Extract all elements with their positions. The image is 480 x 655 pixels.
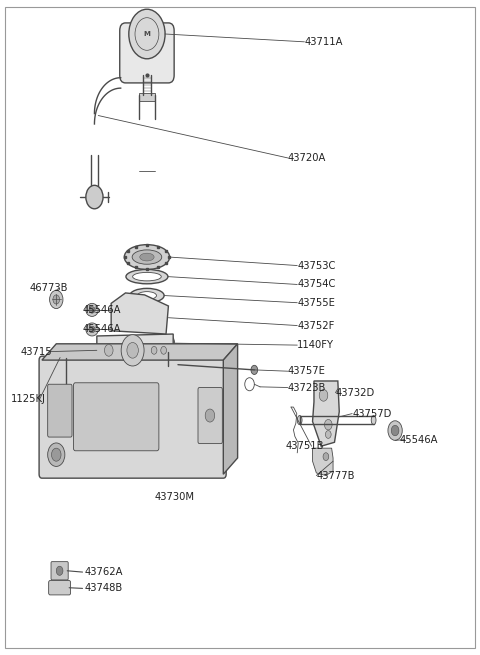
Text: 1140FY: 1140FY (297, 340, 334, 350)
Circle shape (51, 448, 61, 461)
Text: 43757E: 43757E (288, 366, 325, 376)
Circle shape (324, 419, 332, 430)
Text: 43755E: 43755E (297, 298, 335, 308)
Circle shape (121, 335, 144, 366)
Circle shape (105, 345, 113, 356)
Polygon shape (111, 293, 168, 334)
Text: 43777B: 43777B (316, 470, 355, 481)
Ellipse shape (371, 415, 376, 424)
Text: 43715: 43715 (21, 346, 52, 356)
Circle shape (162, 335, 175, 352)
Text: 43748B: 43748B (85, 584, 123, 593)
Circle shape (49, 290, 63, 309)
Text: 43720A: 43720A (288, 153, 326, 163)
Text: 45546A: 45546A (400, 435, 438, 445)
Text: 1125KJ: 1125KJ (11, 394, 46, 404)
Text: 43732D: 43732D (336, 388, 375, 398)
Circle shape (48, 443, 65, 466)
FancyBboxPatch shape (139, 94, 155, 101)
Text: 46773B: 46773B (30, 284, 69, 293)
Ellipse shape (86, 303, 98, 316)
Ellipse shape (140, 253, 154, 261)
FancyBboxPatch shape (73, 383, 159, 451)
Circle shape (56, 566, 63, 575)
Ellipse shape (126, 269, 168, 284)
Ellipse shape (89, 307, 95, 313)
Text: 45546A: 45546A (83, 305, 121, 315)
Text: M: M (144, 31, 150, 37)
Circle shape (53, 295, 60, 304)
Text: 43753C: 43753C (297, 261, 336, 271)
Text: 43730M: 43730M (154, 492, 194, 502)
Ellipse shape (137, 291, 156, 299)
Circle shape (388, 421, 402, 440)
Text: 43757D: 43757D (352, 409, 392, 419)
Circle shape (161, 346, 167, 354)
Text: 45546A: 45546A (83, 324, 121, 335)
Polygon shape (312, 448, 333, 476)
Ellipse shape (130, 288, 164, 303)
Text: 43723B: 43723B (288, 383, 326, 392)
Ellipse shape (128, 307, 142, 322)
Text: 43754C: 43754C (297, 280, 336, 290)
FancyBboxPatch shape (48, 580, 71, 595)
Polygon shape (97, 334, 173, 371)
Circle shape (127, 343, 138, 358)
Text: 43711A: 43711A (304, 37, 343, 47)
FancyBboxPatch shape (51, 561, 68, 580)
Circle shape (325, 430, 331, 438)
Ellipse shape (132, 272, 161, 281)
Circle shape (60, 350, 72, 365)
Circle shape (129, 9, 165, 59)
FancyBboxPatch shape (198, 388, 222, 443)
Text: 43762A: 43762A (85, 567, 123, 577)
Circle shape (323, 453, 329, 460)
Polygon shape (312, 381, 339, 446)
Text: 43752F: 43752F (297, 320, 335, 331)
Ellipse shape (124, 245, 169, 269)
Circle shape (391, 425, 399, 436)
FancyBboxPatch shape (120, 23, 174, 83)
FancyBboxPatch shape (39, 356, 226, 478)
Circle shape (205, 409, 215, 422)
Circle shape (151, 346, 157, 354)
FancyBboxPatch shape (48, 384, 72, 437)
Ellipse shape (89, 326, 95, 333)
Polygon shape (223, 344, 238, 474)
Circle shape (319, 390, 328, 402)
Ellipse shape (86, 323, 98, 336)
Circle shape (251, 365, 258, 375)
Text: 43751B: 43751B (285, 441, 324, 451)
Ellipse shape (132, 250, 162, 264)
Ellipse shape (297, 415, 302, 424)
Polygon shape (42, 344, 238, 360)
Circle shape (86, 185, 103, 209)
Ellipse shape (154, 314, 162, 328)
